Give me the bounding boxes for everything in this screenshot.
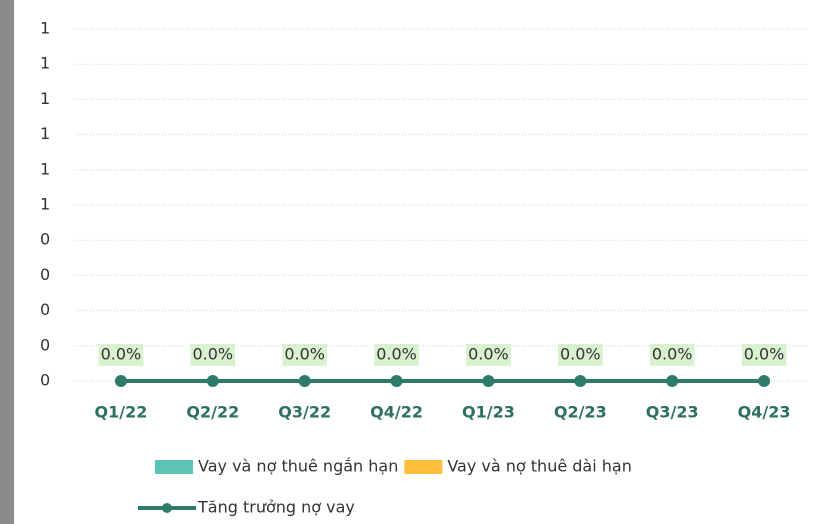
x-tick-label: Q2/23 (554, 403, 607, 422)
legend-swatch (404, 460, 443, 474)
line-point (482, 375, 495, 387)
legend-label: Vay và nợ thuê ngắn hạn (198, 457, 398, 476)
y-tick-label: 0 (40, 265, 50, 284)
y-tick-label: 0 (40, 371, 50, 390)
data-label: 0.0% (101, 345, 142, 364)
y-tick-label: 0 (40, 335, 50, 354)
y-tick-label: 1 (40, 89, 50, 108)
x-tick-label: Q4/23 (738, 403, 791, 422)
line-point (666, 375, 679, 387)
y-tick-label: 1 (40, 124, 50, 143)
x-tick-label: Q3/23 (646, 403, 699, 422)
x-tick-label: Q1/22 (95, 403, 148, 422)
y-tick-label: 1 (40, 54, 50, 73)
data-label: 0.0% (192, 345, 233, 364)
x-tick-label: Q2/22 (186, 403, 239, 422)
data-label-bg (466, 344, 511, 366)
legend-label: Tăng trưởng nợ vay (197, 498, 355, 517)
data-label: 0.0% (560, 345, 601, 364)
data-label-bg (98, 344, 144, 366)
data-label-bg (649, 344, 695, 366)
data-label-bg (190, 344, 236, 366)
x-tick-label: Q4/22 (370, 403, 423, 422)
x-tick-label: Q1/23 (462, 403, 515, 422)
data-label: 0.0% (284, 345, 325, 364)
line-point (206, 375, 219, 387)
y-tick-label: 1 (40, 195, 50, 214)
side-border (0, 0, 14, 524)
data-label-bg (282, 344, 328, 366)
y-tick-label: 1 (40, 159, 50, 178)
line-point (298, 375, 311, 387)
data-label-bg (741, 344, 787, 366)
y-tick-label: 0 (40, 300, 50, 319)
legend-label: Vay và nợ thuê dài hạn (447, 457, 632, 476)
y-tick-label: 0 (40, 230, 50, 249)
data-label: 0.0% (744, 345, 785, 364)
data-label-bg (557, 344, 603, 366)
x-tick-label: Q3/22 (278, 403, 331, 422)
line-point (390, 375, 403, 387)
line-point (114, 375, 127, 387)
legend-swatch (155, 460, 193, 474)
legend-marker (162, 503, 172, 513)
data-label: 0.0% (376, 345, 417, 364)
data-label-bg (374, 344, 419, 366)
line-point (574, 375, 587, 387)
line-point (758, 375, 771, 387)
data-label: 0.0% (468, 345, 509, 364)
data-label: 0.0% (652, 345, 693, 364)
y-tick-label: 1 (40, 19, 50, 38)
